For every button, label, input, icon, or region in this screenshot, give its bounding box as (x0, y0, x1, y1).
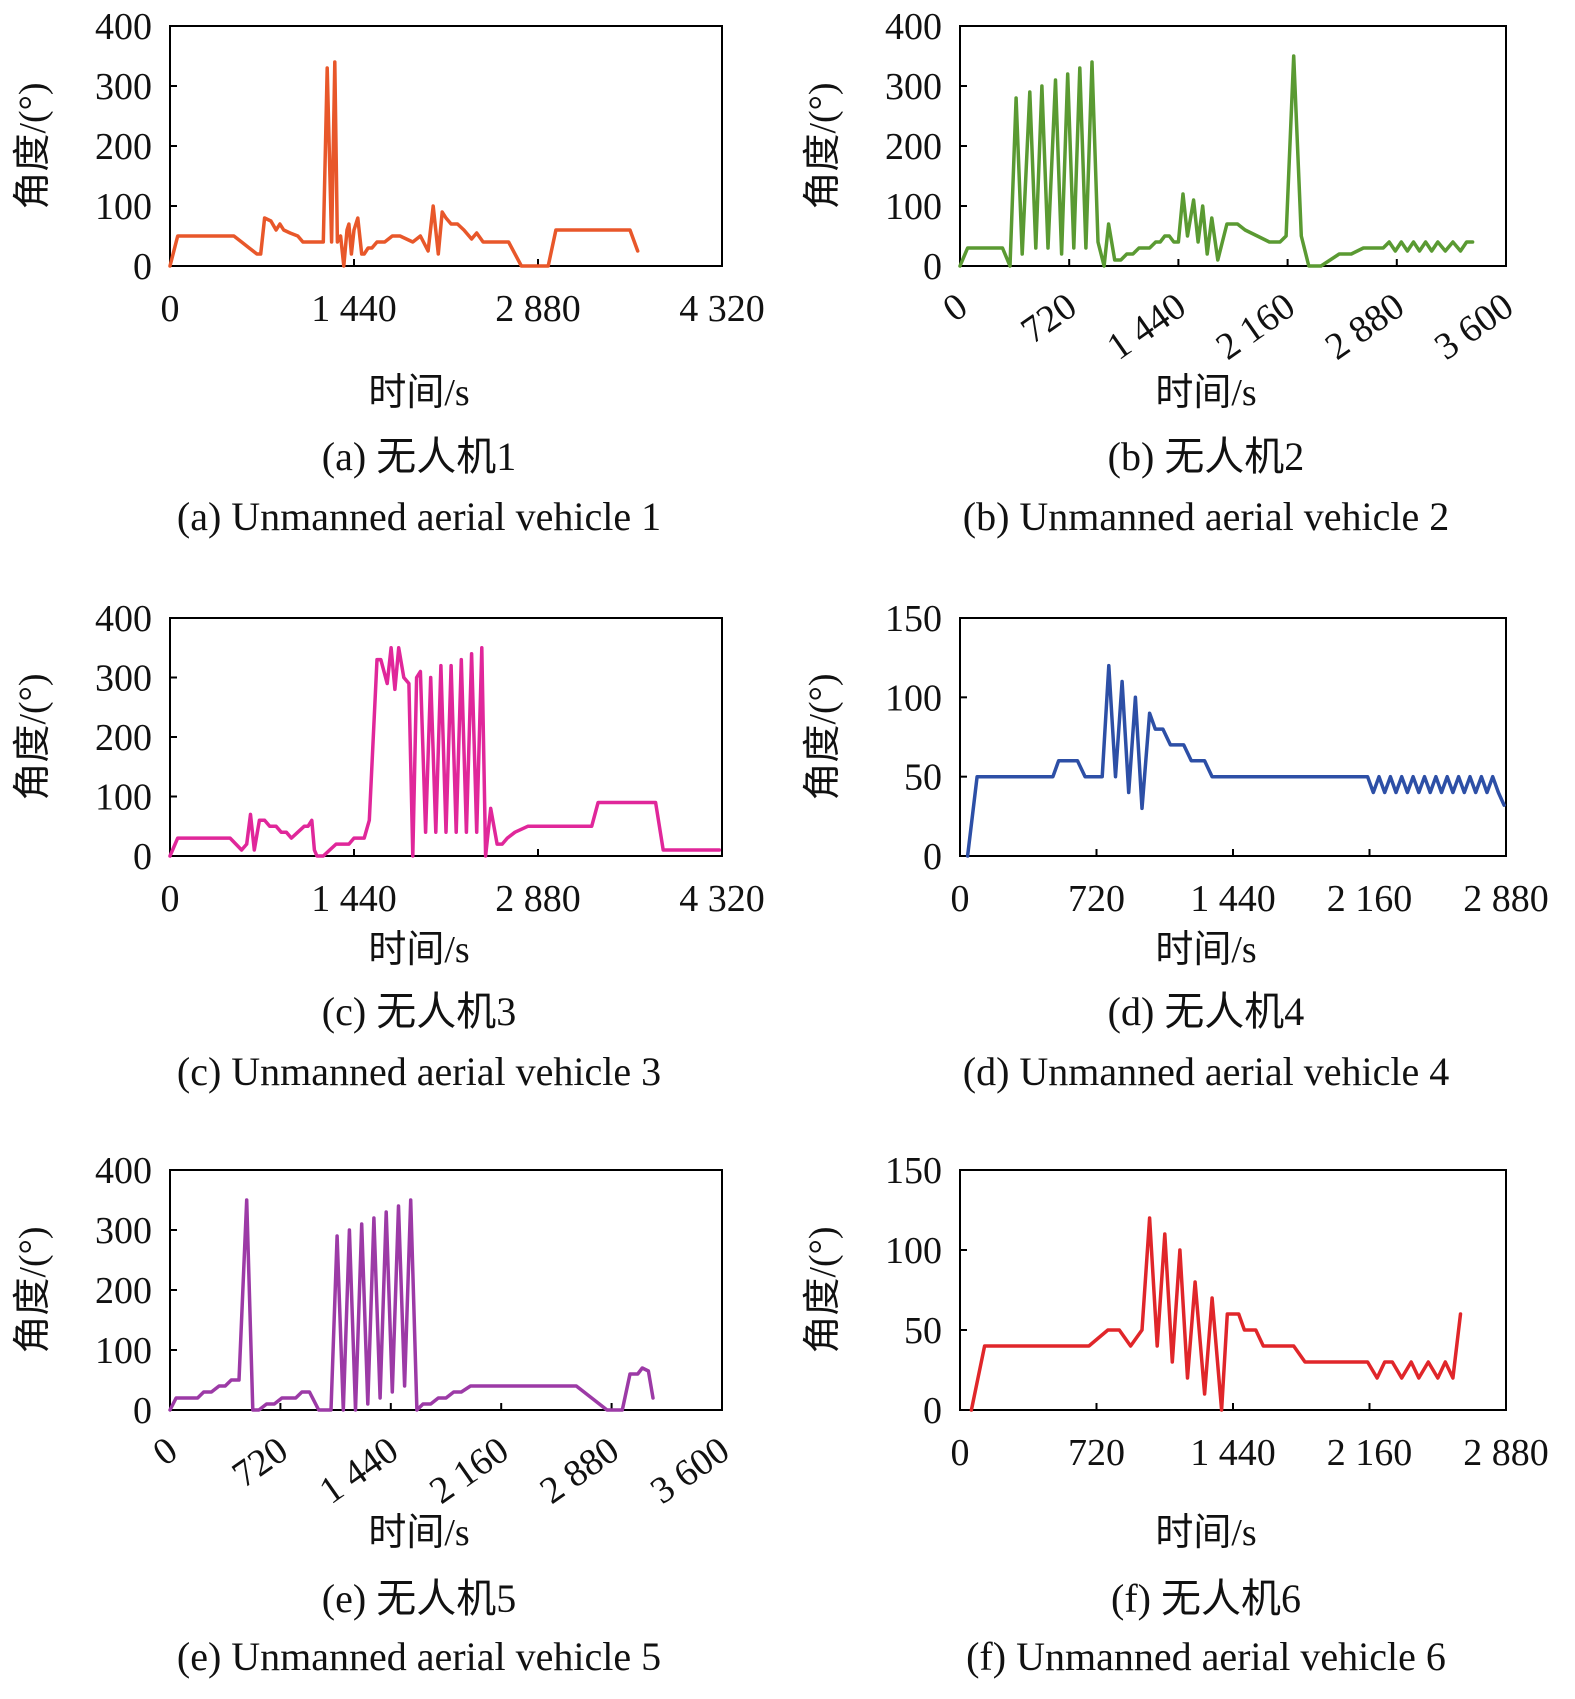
series-line (958, 54, 1475, 268)
caption-english: (f) Unmanned aerial vehicle 6 (966, 1634, 1446, 1679)
chart-panel-b: 0 100 200 300 400 0 720 1 440 2 160 2 880 3 600 角度/… (802, 6, 1521, 539)
y-tick-label: 100 (885, 1230, 942, 1272)
plot-frame (959, 1169, 1507, 1411)
y-tick-label: 200 (885, 126, 942, 168)
x-tick-label: 720 (1014, 285, 1085, 352)
x-tick-label: 2 880 (533, 1429, 627, 1512)
y-tick-label: 150 (885, 1150, 942, 1192)
y-tick-label: 200 (95, 1270, 152, 1312)
x-tick-label: 2 880 (1463, 878, 1549, 920)
x-tick-label: 1 440 (1190, 1432, 1276, 1474)
y-tick-label: 300 (95, 66, 152, 108)
chart-panel-f: 0 50 100 150 0 720 1 440 2 160 2 880 角度/(°) 时间/s (f… (802, 1150, 1549, 1679)
caption-chinese: (f) 无人机6 (1111, 1576, 1301, 1621)
caption-chinese: (a) 无人机1 (322, 434, 516, 479)
x-tick-label: 0 (146, 1429, 186, 1474)
plot-frame (959, 617, 1507, 857)
x-axis-title: 时间/s (368, 372, 469, 414)
caption-english: (c) Unmanned aerial vehicle 3 (177, 1049, 661, 1094)
y-tick-label: 50 (904, 757, 942, 799)
caption-english: (e) Unmanned aerial vehicle 5 (177, 1634, 661, 1679)
series-line (969, 1216, 1463, 1412)
y-tick-label: 100 (95, 777, 152, 819)
x-tick-label: 2 880 (495, 288, 581, 330)
chart-panel-e: 0 100 200 300 400 0 720 1 440 2 160 2 880 3 600 角度/… (12, 1150, 737, 1679)
x-tick-label: 2 160 (1209, 285, 1303, 368)
y-tick-label: 0 (923, 246, 942, 288)
y-tick-label: 200 (95, 717, 152, 759)
x-tick-label: 0 (161, 288, 180, 330)
y-tick-label: 0 (923, 1390, 942, 1432)
x-tick-label: 2 880 (495, 878, 581, 920)
y-tick-label: 150 (885, 598, 942, 640)
x-tick-label: 0 (161, 878, 180, 920)
series-line (168, 60, 640, 268)
y-tick-label: 0 (923, 836, 942, 878)
caption-chinese: (e) 无人机5 (322, 1576, 516, 1621)
y-tick-label: 100 (885, 677, 942, 719)
caption-chinese: (d) 无人机4 (1108, 989, 1305, 1034)
y-axis-title: 角度/(°) (12, 82, 54, 209)
x-tick-label: 1 440 (312, 1429, 406, 1512)
chart-panel-a: 0 100 200 300 400 0 1 440 2 880 4 320 角度/(°) 时间/s (… (12, 6, 765, 539)
y-tick-label: 0 (133, 836, 152, 878)
x-tick-label: 2 880 (1463, 1432, 1549, 1474)
x-axis-title: 时间/s (1155, 929, 1256, 971)
x-axis-title: 时间/s (368, 929, 469, 971)
plot-frame (169, 25, 723, 267)
x-tick-label: 0 (951, 878, 970, 920)
x-tick-label: 3 600 (1427, 285, 1521, 368)
x-tick-label: 0 (951, 1432, 970, 1474)
caption-english: (d) Unmanned aerial vehicle 4 (963, 1049, 1449, 1094)
x-tick-label: 2 160 (1327, 878, 1413, 920)
plot-frame (959, 25, 1507, 267)
chart-panel-c: 0 100 200 300 400 0 1 440 2 880 4 320 角度/(°) 时间/s (… (12, 598, 765, 1094)
x-tick-label: 1 440 (311, 878, 397, 920)
x-tick-label: 2 160 (422, 1429, 516, 1512)
x-tick-label: 3 600 (643, 1429, 737, 1512)
y-tick-label: 100 (95, 186, 152, 228)
x-tick-label: 720 (1068, 1432, 1125, 1474)
series-line (168, 646, 722, 858)
x-tick-label: 0 (936, 285, 976, 330)
chart-panel-d: 0 50 100 150 0 720 1 440 2 160 2 880 角度/(°) 时间/s (d… (802, 598, 1549, 1094)
series-line (168, 1198, 655, 1412)
y-tick-label: 0 (133, 1390, 152, 1432)
series-line (965, 663, 1506, 858)
x-tick-label: 4 320 (679, 878, 765, 920)
y-tick-label: 300 (95, 658, 152, 700)
caption-chinese: (b) 无人机2 (1108, 434, 1305, 479)
y-tick-label: 400 (95, 1150, 152, 1192)
caption-english: (b) Unmanned aerial vehicle 2 (963, 494, 1449, 539)
x-tick-label: 1 440 (1190, 878, 1276, 920)
x-axis-title: 时间/s (1155, 372, 1256, 414)
caption-chinese: (c) 无人机3 (322, 989, 516, 1034)
y-tick-label: 400 (95, 6, 152, 48)
y-tick-label: 400 (95, 598, 152, 640)
y-tick-label: 0 (133, 246, 152, 288)
y-tick-label: 50 (904, 1310, 942, 1352)
y-axis-title: 角度/(°) (12, 1226, 54, 1353)
x-tick-label: 720 (225, 1429, 296, 1496)
y-axis-title: 角度/(°) (802, 82, 844, 209)
y-tick-label: 100 (95, 1330, 152, 1372)
x-tick-label: 4 320 (679, 288, 765, 330)
x-tick-label: 2 880 (1318, 285, 1412, 368)
x-axis-title: 时间/s (1155, 1512, 1256, 1554)
caption-english: (a) Unmanned aerial vehicle 1 (177, 494, 661, 539)
x-tick-label: 720 (1068, 878, 1125, 920)
y-axis-title: 角度/(°) (802, 673, 844, 800)
x-tick-label: 2 160 (1327, 1432, 1413, 1474)
y-axis-title: 角度/(°) (12, 673, 54, 800)
y-axis-title: 角度/(°) (802, 1226, 844, 1353)
y-tick-label: 200 (95, 126, 152, 168)
x-tick-label: 1 440 (1099, 285, 1193, 368)
x-tick-label: 1 440 (311, 288, 397, 330)
y-tick-label: 300 (95, 1210, 152, 1252)
y-tick-label: 300 (885, 66, 942, 108)
y-tick-label: 100 (885, 186, 942, 228)
x-axis-title: 时间/s (368, 1512, 469, 1554)
y-tick-label: 400 (885, 6, 942, 48)
